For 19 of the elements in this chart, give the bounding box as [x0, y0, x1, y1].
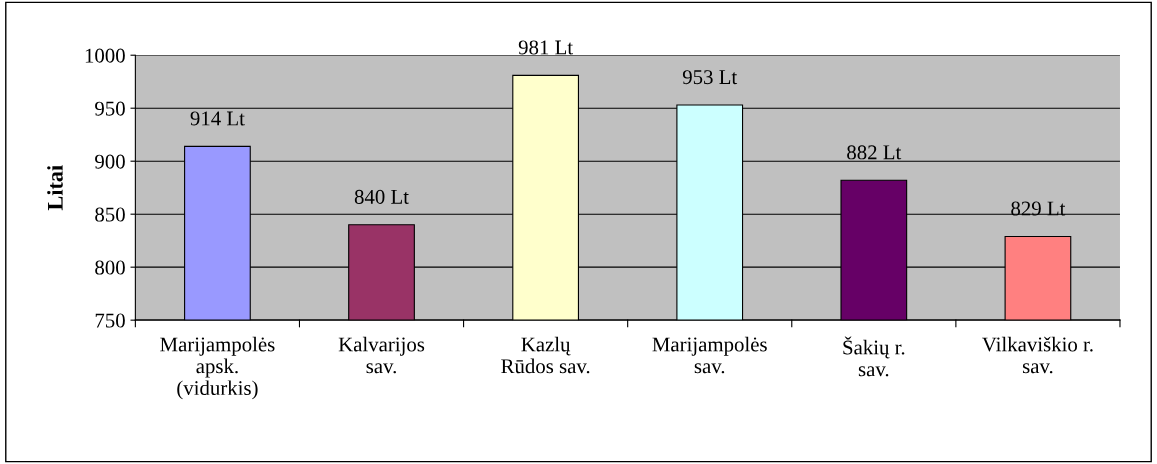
data-label: 829 Lt	[1011, 201, 1066, 216]
x-tick-label: Vilkaviškio r. sav.	[982, 336, 1093, 374]
data-label: 914 Lt	[190, 111, 245, 126]
x-tick-label: Marijampolės sav.	[652, 336, 767, 374]
y-tick-label: 900	[95, 154, 125, 169]
x-tick-label: Šakių r. sav.	[843, 336, 905, 377]
data-label: 953 Lt	[682, 70, 738, 85]
data-label: 840 Lt	[354, 189, 409, 204]
y-tick-label: 750	[95, 313, 125, 328]
y-tick-label: 850	[95, 207, 125, 222]
x-tick-label: Kalvarijos sav.	[338, 336, 425, 374]
x-tick-label: Kazlų Rūdos sav.	[501, 336, 590, 374]
data-label: 882 Lt	[847, 145, 902, 160]
x-tick-label: Marijampolės apsk. (vidurkis)	[160, 336, 275, 400]
y-tick-label: 1000	[85, 48, 125, 63]
y-tick-label: 800	[95, 260, 125, 275]
y-axis-title: Litai	[47, 165, 63, 211]
y-tick-label: 950	[95, 101, 125, 116]
data-label: 981 Lt	[518, 40, 573, 55]
